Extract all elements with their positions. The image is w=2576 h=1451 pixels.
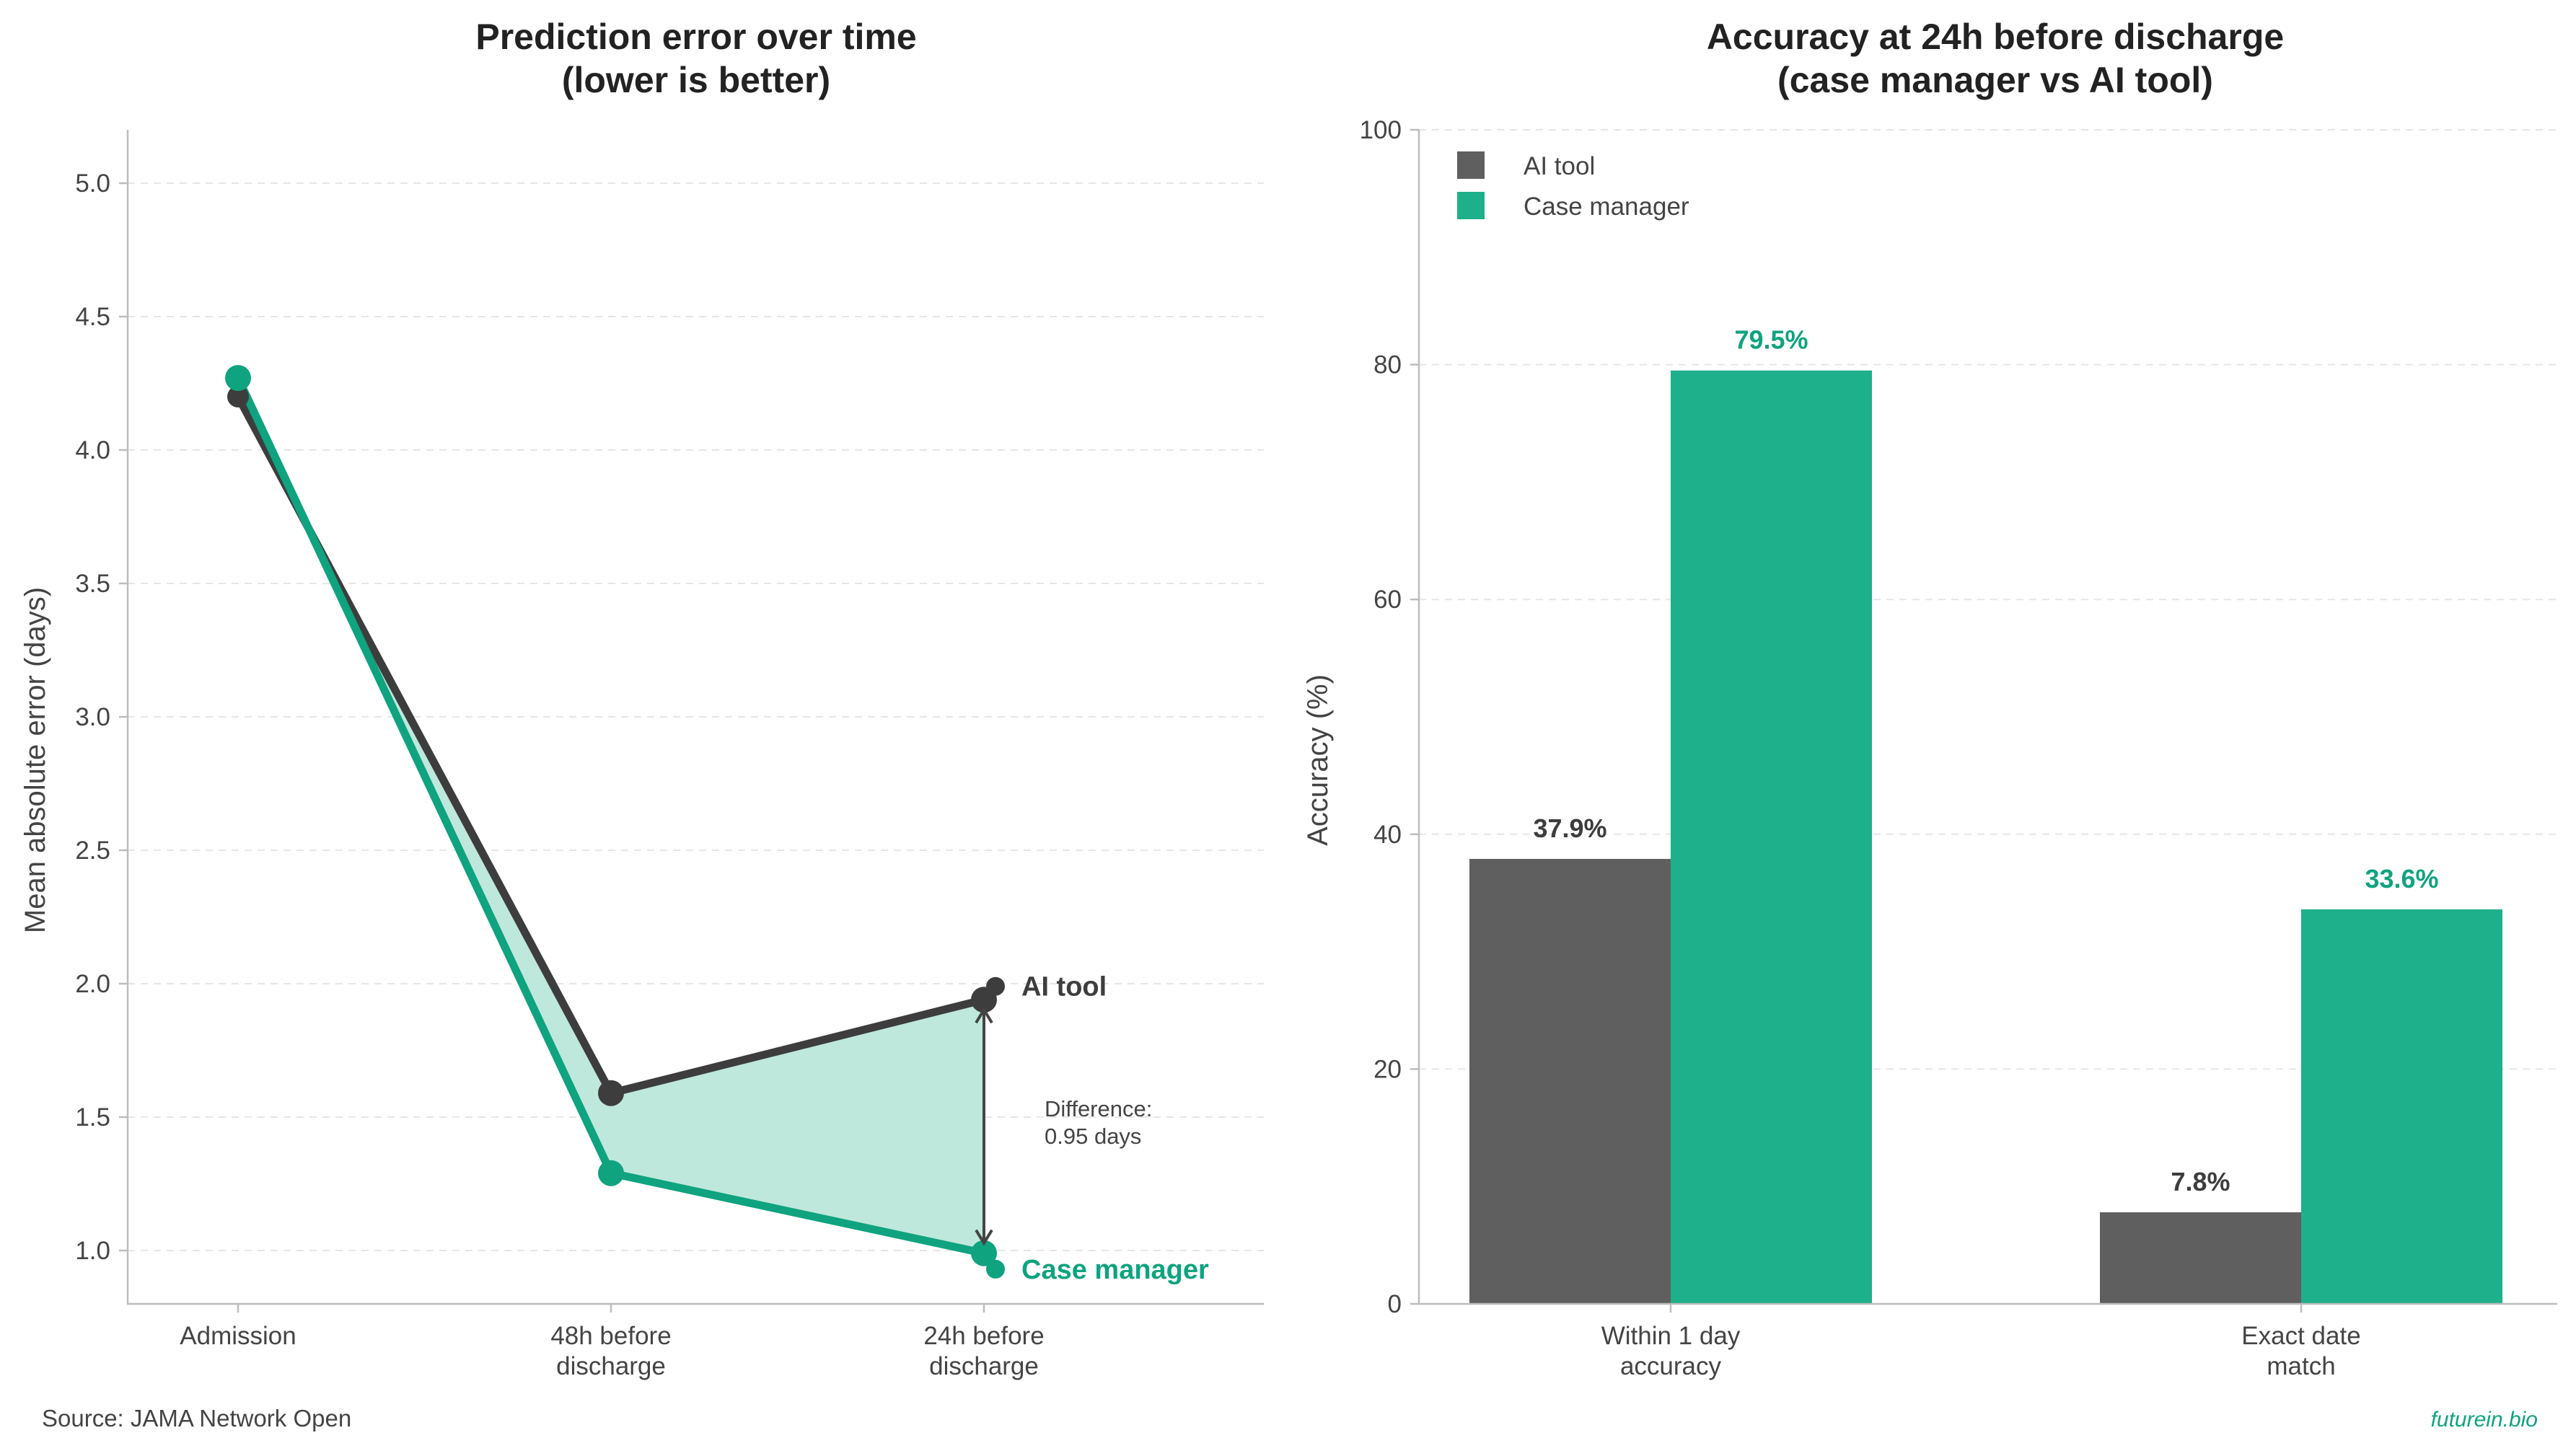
right-y-ticks: 0 20 40 60 80 100: [1360, 116, 1419, 1318]
left-x-tick-label: discharge: [929, 1352, 1039, 1380]
ai-tool-bar: [1469, 858, 1671, 1304]
case-manager-value-label: 33.6%: [2365, 864, 2438, 894]
legend-label-case-manager: Case manager: [1524, 193, 1689, 221]
legend-swatch-case-manager: [1457, 192, 1485, 219]
left-chart-title: Prediction error over time: [475, 17, 916, 57]
case-manager-end-label: Case manager: [1021, 1255, 1209, 1285]
case-manager-point: [598, 1160, 624, 1186]
left-y-tick-label: 4.0: [75, 436, 110, 464]
left-y-axis-label: Mean absolute error (days): [19, 587, 51, 933]
right-y-axis-label: Accuracy (%): [1302, 674, 1334, 846]
difference-arrow-head-top: [975, 1007, 993, 1024]
left-y-tick-label: 1.5: [75, 1103, 110, 1132]
left-y-ticks: 1.0 1.5 2.0 2.5 3.0 3.5 4.0 4.5 5.0: [75, 169, 128, 1265]
left-x-tick-label: 24h before: [923, 1322, 1044, 1350]
case-manager-point: [971, 1240, 997, 1266]
difference-annotation-line2: 0.95 days: [1045, 1124, 1141, 1149]
right-y-tick-label: 60: [1373, 586, 1402, 614]
right-x-tick-label: Within 1 day: [1601, 1322, 1741, 1350]
prediction-error-chart: Prediction error over time (lower is bet…: [19, 17, 1264, 1380]
left-x-tick-label: discharge: [556, 1352, 666, 1380]
ai-tool-line: [234, 392, 988, 1098]
case-manager-bar: [1671, 370, 1872, 1304]
legend-label-ai-tool: AI tool: [1524, 152, 1595, 180]
case-manager-bar: [2301, 909, 2502, 1304]
bar-value-labels: 37.9% 79.5% 7.8% 33.6%: [1533, 325, 2438, 1196]
case-manager-point: [225, 365, 251, 392]
right-y-tick-label: 20: [1373, 1055, 1402, 1083]
right-x-tick-label: match: [2267, 1352, 2335, 1380]
difference-arrow-head-bottom: [975, 1229, 993, 1246]
left-chart-subtitle: (lower is better): [562, 60, 830, 100]
ai-tool-label-marker: [986, 976, 1005, 996]
ai-tool-bar: [2100, 1212, 2301, 1304]
ai-tool-value-label: 7.8%: [2171, 1167, 2230, 1196]
right-x-tick-label: Exact date: [2241, 1322, 2360, 1350]
left-y-tick-label: 2.5: [75, 837, 110, 865]
accuracy-chart: Accuracy at 24h before discharge (case m…: [1302, 17, 2557, 1380]
ai-tool-point: [598, 1080, 624, 1106]
left-y-tick-label: 4.5: [75, 303, 110, 331]
left-x-tick-label: Admission: [180, 1322, 296, 1350]
ai-tool-end-label: AI tool: [1021, 972, 1107, 1002]
ai-tool-point: [227, 386, 249, 407]
left-y-tick-label: 3.5: [75, 570, 110, 598]
legend: AI tool Case manager: [1457, 151, 1689, 221]
accuracy-bars: [1469, 370, 2502, 1304]
right-y-tick-label: 100: [1360, 116, 1402, 144]
credit-link[interactable]: futurein.bio: [2431, 1408, 2538, 1432]
left-x-tick-label: 48h before: [550, 1322, 671, 1350]
left-y-tick-label: 5.0: [75, 169, 110, 198]
right-y-tick-label: 0: [1388, 1290, 1402, 1318]
left-data-points: [225, 365, 1005, 1279]
left-y-tick-label: 1.0: [75, 1237, 110, 1265]
source-note: Source: JAMA Network Open: [42, 1405, 351, 1432]
error-gap-area: [238, 378, 984, 1253]
left-axes-spine: [126, 130, 1264, 1305]
case-manager-label-marker: [986, 1259, 1005, 1279]
right-chart-title: Accuracy at 24h before discharge: [1707, 17, 2284, 57]
left-y-tick-label: 3.0: [75, 703, 110, 731]
difference-annotation-line1: Difference:: [1045, 1096, 1152, 1121]
right-y-tick-label: 80: [1373, 351, 1402, 379]
legend-swatch-ai-tool: [1457, 151, 1485, 179]
difference-arrow: [975, 1007, 993, 1246]
left-y-tick-label: 2.0: [75, 970, 110, 998]
right-x-tick-label: accuracy: [1620, 1352, 1722, 1380]
right-y-tick-label: 40: [1373, 821, 1402, 849]
case-manager-value-label: 79.5%: [1734, 325, 1808, 355]
right-chart-subtitle: (case manager vs AI tool): [1777, 60, 2213, 100]
right-axes-spine: [1417, 130, 2557, 1305]
ai-tool-value-label: 37.9%: [1533, 813, 1606, 843]
